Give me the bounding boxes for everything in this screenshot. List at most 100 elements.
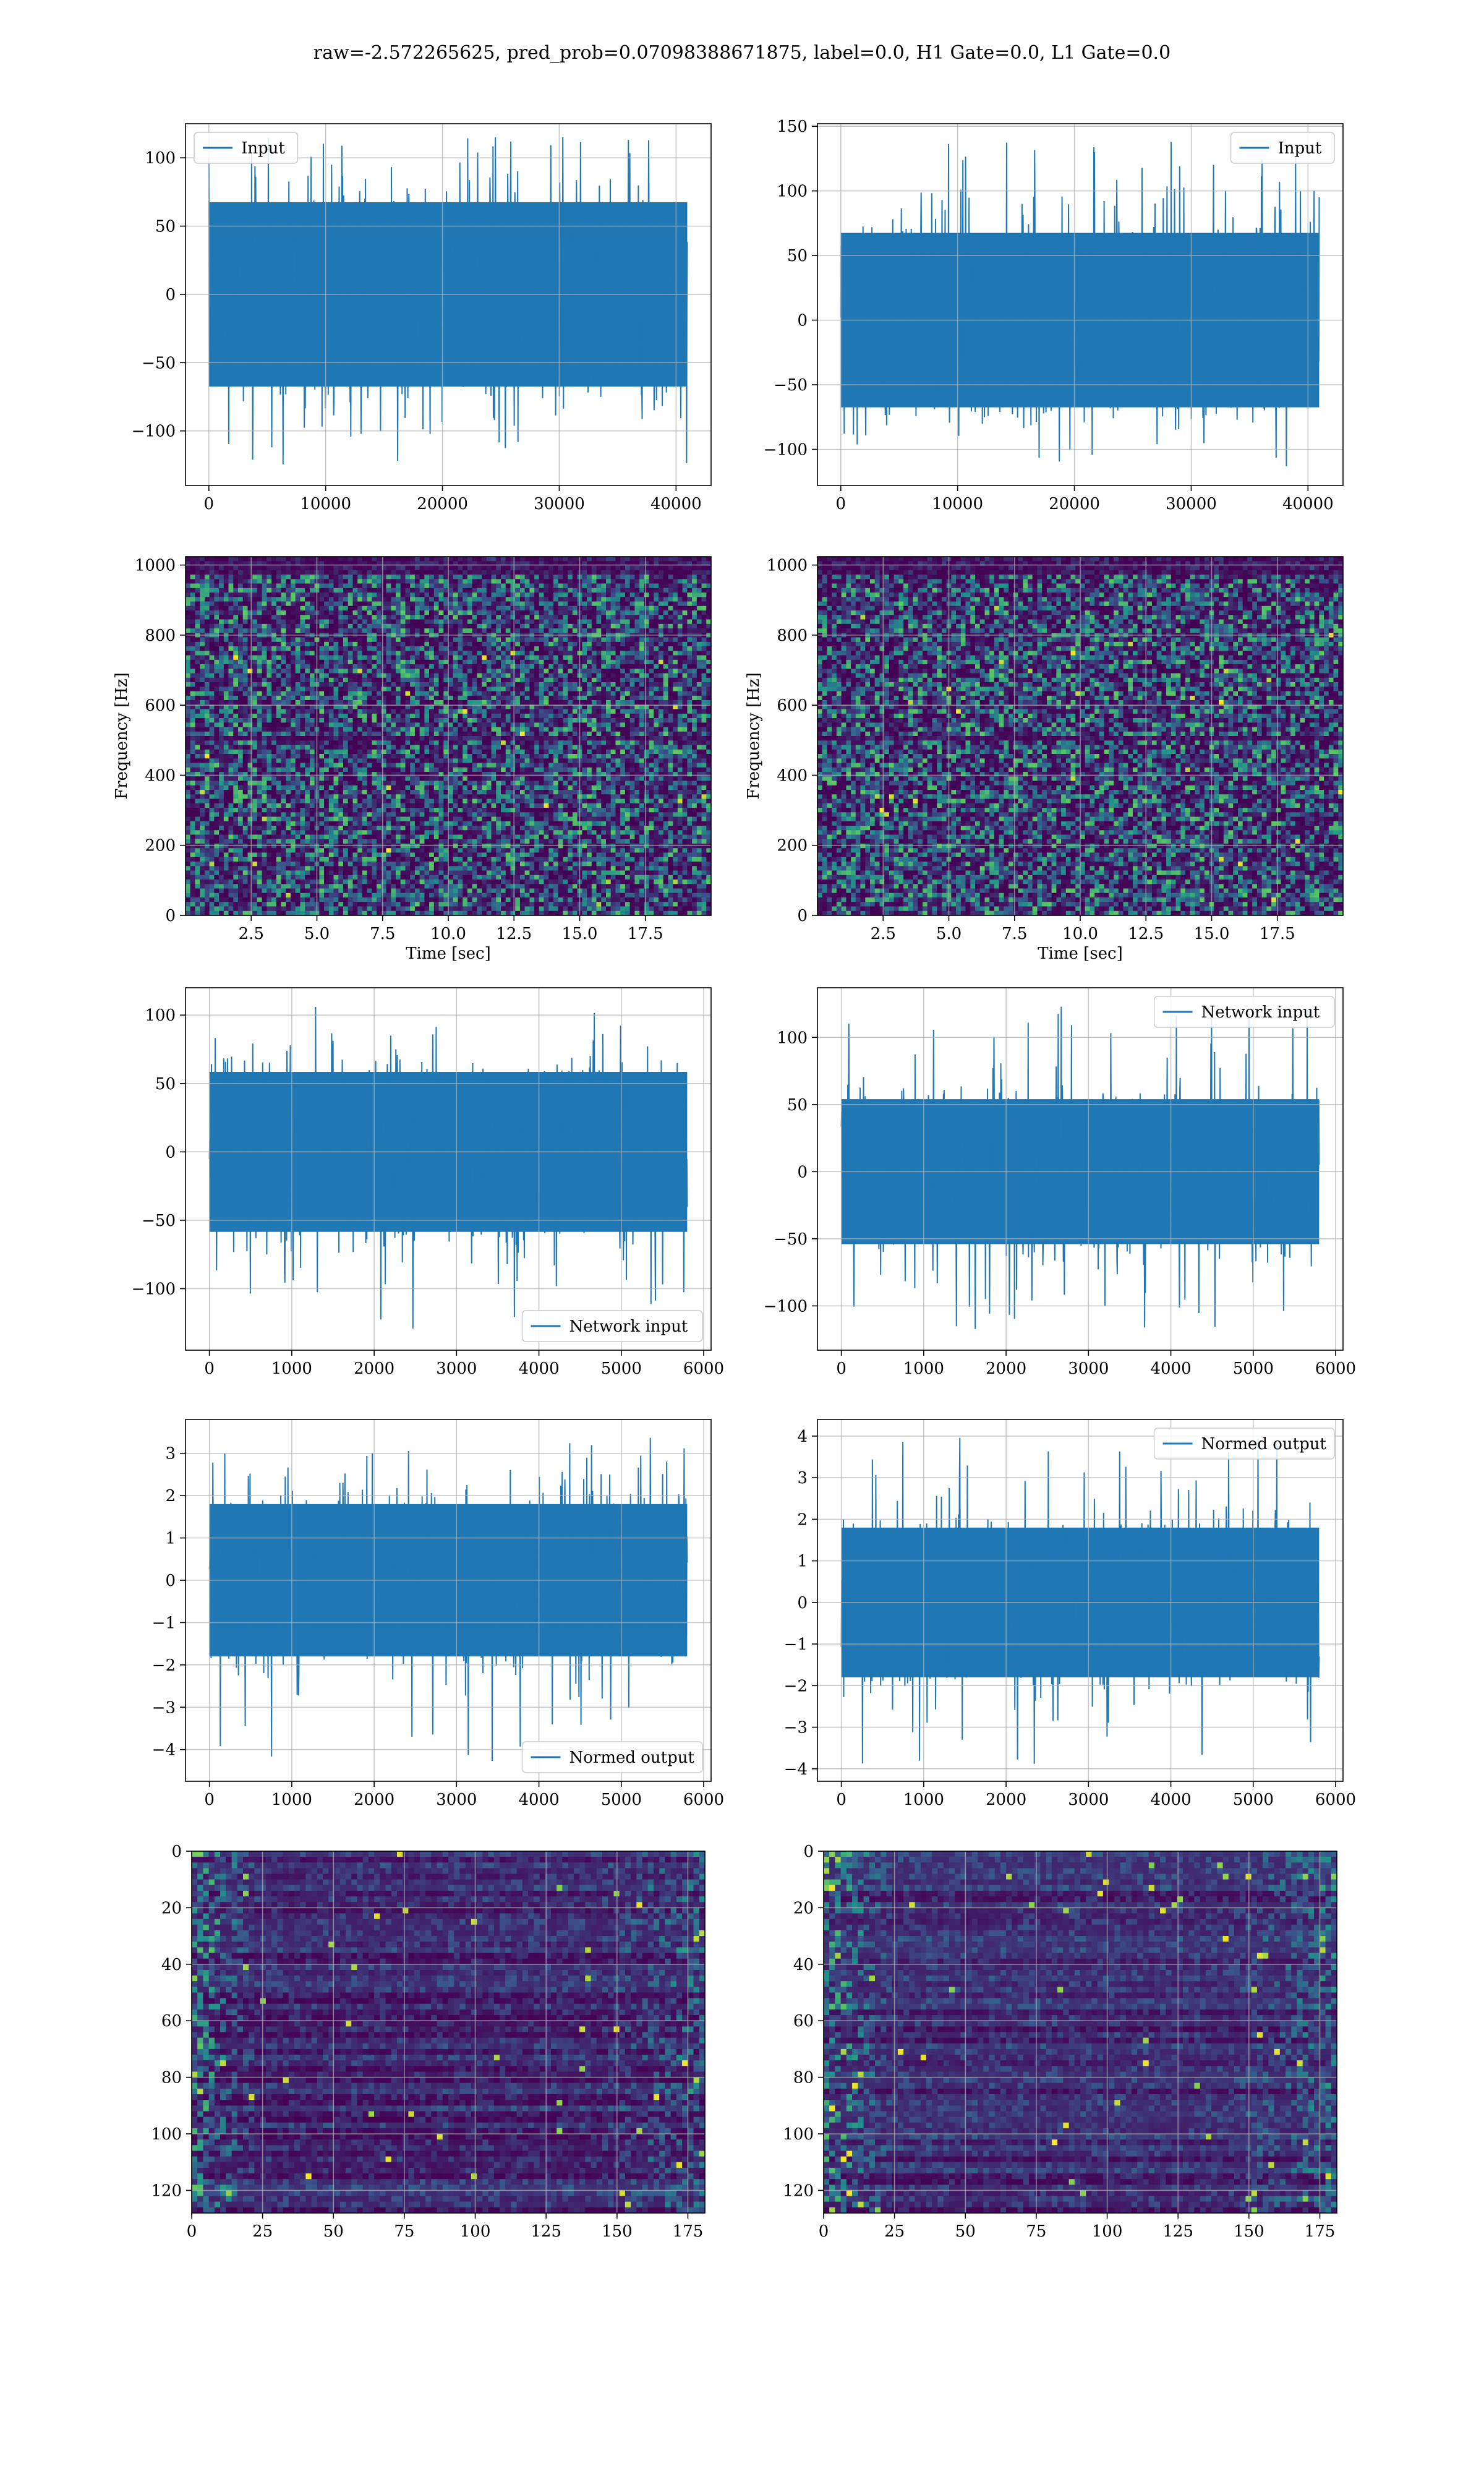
legend: Input — [194, 132, 299, 164]
plot-area — [192, 1851, 705, 2213]
y-tick-label: 20 — [161, 1899, 182, 1917]
plot-area — [208, 1006, 688, 1329]
x-tick-label: 5000 — [1233, 1359, 1274, 1378]
x-tick-label: 2.5 — [871, 925, 896, 943]
axes-row4-left: 0 1000 2000 3000 4000 5000 6000 −4 −3 −2 −1 0 1 2 3 Nor… — [152, 1419, 724, 1809]
y-tick-label: −2 — [152, 1656, 176, 1675]
x-tick-label: 125 — [1162, 2222, 1193, 2241]
x-tick-label: 50 — [323, 2222, 344, 2241]
x-tick-label: 150 — [1234, 2222, 1264, 2241]
y-tick-label: 100 — [777, 1029, 808, 1047]
grid — [186, 124, 711, 486]
axes-row5-left: 0 25 50 75 100 125 150 175 0 20 40 60 80 100 120 — [151, 1843, 706, 2241]
y-tick-label: 0 — [797, 907, 808, 925]
x-tick-label: 2.5 — [239, 925, 264, 943]
plot-area — [840, 1437, 1320, 1764]
y-tick-label: 60 — [793, 2012, 814, 2031]
y-tick-label: 50 — [787, 1096, 808, 1115]
y-tick-label: 0 — [165, 1143, 176, 1162]
x-tick-label: 1000 — [903, 1791, 944, 1809]
y-tick-label: −3 — [784, 1719, 808, 1737]
x-tick-label: 125 — [531, 2222, 561, 2241]
heatmap-cells — [817, 557, 1343, 915]
x-tick-label: 75 — [1026, 2222, 1046, 2241]
x-tick-label: 0 — [204, 1359, 215, 1378]
y-tick-label: −100 — [132, 1280, 176, 1298]
x-tick-label: 3000 — [436, 1359, 477, 1378]
grid — [817, 124, 1343, 486]
y-tick-label: 0 — [171, 1843, 182, 1861]
x-tick-label: 0 — [836, 1359, 846, 1378]
figure-title: raw=-2.572265625, pred_prob=0.0709838867… — [0, 42, 1484, 64]
x-tick-label: 2000 — [986, 1359, 1026, 1378]
axes-frame — [823, 1851, 1337, 2214]
x-tick-label: 17.5 — [1260, 925, 1295, 943]
series-line — [208, 137, 688, 464]
x-tick-label: 6000 — [683, 1359, 724, 1378]
x-tick-label: 2000 — [354, 1791, 394, 1809]
x-tick-label: 5.0 — [936, 925, 962, 943]
y-tick-label: 100 — [145, 149, 176, 168]
y-axis-label: Frequency [Hz] — [744, 672, 763, 800]
axes-row2-right: 2.5 5.0 7.5 10.0 12.5 15.0 17.5 0 200 400 600 800 10… — [744, 556, 1344, 963]
x-tick-label: 5.0 — [304, 925, 330, 943]
legend: Network input — [521, 1310, 703, 1342]
axes-frame — [817, 1419, 1344, 1782]
x-tick-label: 0 — [204, 1791, 215, 1809]
x-tick-label: 7.5 — [370, 925, 395, 943]
y-tick-label: 400 — [145, 766, 176, 785]
y-tick-label: 120 — [783, 2181, 814, 2200]
x-tick-label: 0 — [204, 495, 215, 513]
axes-row3-right: 0 1000 2000 3000 4000 5000 6000 −100 −50 0 50 100 Ne… — [764, 987, 1356, 1378]
y-tick-label: 3 — [797, 1469, 808, 1487]
y-tick-label: 0 — [797, 1594, 808, 1612]
y-tick-label: 0 — [165, 907, 176, 925]
plot-area — [817, 557, 1343, 915]
y-tick-label: −2 — [784, 1677, 808, 1695]
y-tick-label: −4 — [784, 1760, 808, 1779]
y-tick-label: 600 — [145, 696, 176, 715]
x-axis-label: Time [sec] — [1038, 944, 1123, 963]
x-tick-label: 5000 — [1233, 1791, 1274, 1809]
y-tick-label: 2 — [797, 1510, 808, 1529]
y-tick-label: −50 — [774, 376, 808, 395]
x-tick-label: 175 — [1305, 2222, 1336, 2241]
x-tick-label: 1000 — [903, 1359, 944, 1378]
axes-frame — [191, 1851, 706, 2214]
y-tick-label: 0 — [797, 312, 808, 330]
axes-row2-left: 2.5 5.0 7.5 10.0 12.5 15.0 17.5 0 200 400 600 800 10… — [113, 556, 712, 963]
y-tick-label: 200 — [145, 837, 176, 855]
y-tick-label: −1 — [784, 1635, 808, 1654]
x-tick-label: 20000 — [417, 495, 468, 513]
axes-row4-right: 0 1000 2000 3000 4000 5000 6000 −4 −3 −2 −1 0 1 2 3 4 No… — [784, 1419, 1356, 1809]
series-line — [840, 1006, 1320, 1329]
grid — [186, 557, 711, 916]
x-tick-label: 30000 — [534, 495, 585, 513]
y-tick-label: 120 — [151, 2181, 182, 2200]
series-line — [208, 1006, 688, 1329]
x-tick-label: 12.5 — [496, 925, 532, 943]
x-tick-label: 4000 — [518, 1791, 559, 1809]
y-tick-label: 0 — [165, 286, 176, 304]
axes-frame — [185, 1419, 712, 1782]
legend-label: Normed output — [569, 1748, 695, 1767]
x-tick-label: 100 — [1092, 2222, 1123, 2241]
legend-label: Network input — [1201, 1003, 1320, 1022]
x-tick-label: 5000 — [601, 1359, 642, 1378]
y-tick-label: 1000 — [767, 557, 808, 575]
series-line — [208, 1437, 688, 1761]
plot-area — [208, 1437, 688, 1761]
x-tick-label: 6000 — [1315, 1791, 1356, 1809]
y-tick-label: 100 — [777, 182, 808, 201]
x-tick-label: 40000 — [650, 495, 702, 513]
x-tick-label: 7.5 — [1002, 925, 1027, 943]
y-tick-label: 80 — [793, 2069, 814, 2087]
plot-area — [186, 557, 711, 915]
heatmap-cells — [186, 557, 711, 915]
grid — [186, 1419, 711, 1781]
y-tick-label: −100 — [132, 422, 176, 441]
grid — [817, 557, 1343, 916]
x-tick-label: 0 — [836, 1791, 846, 1809]
axes-frame — [817, 987, 1344, 1351]
y-tick-label: 1000 — [135, 557, 176, 575]
